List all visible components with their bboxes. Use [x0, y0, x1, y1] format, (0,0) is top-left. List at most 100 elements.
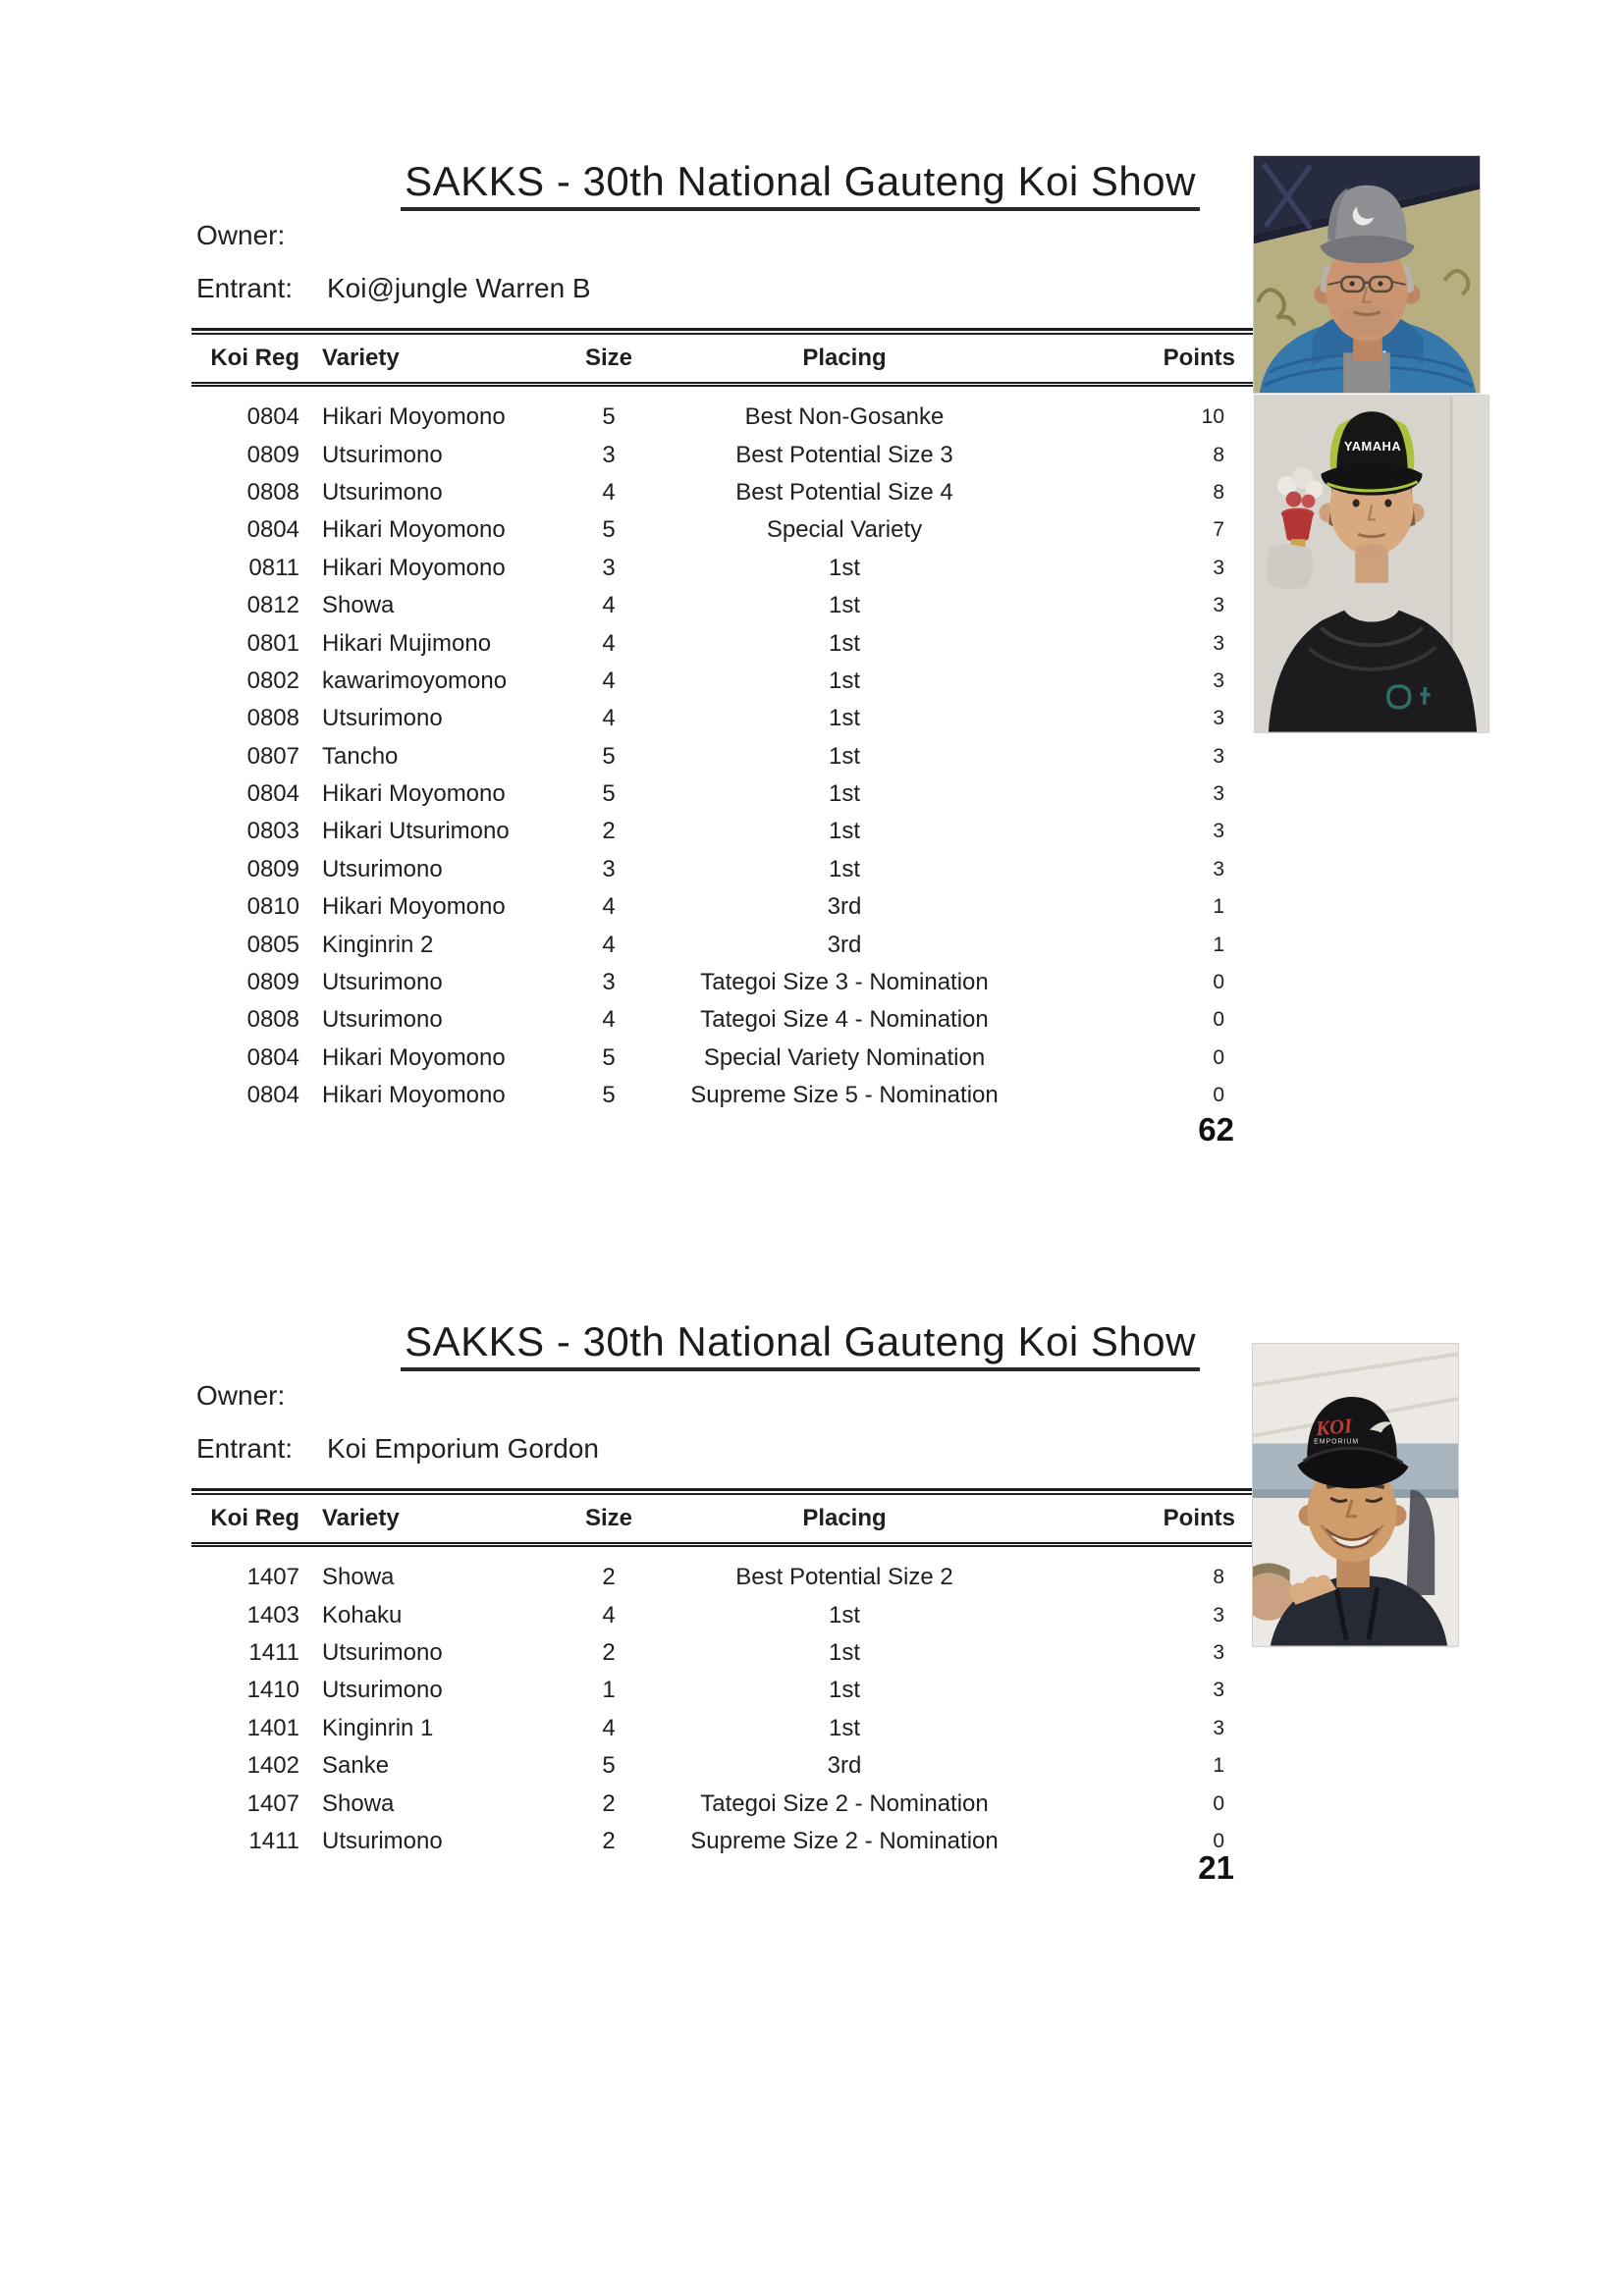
- column-header-size: Size: [584, 1505, 633, 1531]
- table-header-rule: [191, 382, 1260, 387]
- table-row: 0812 Showa 4 1st 3: [191, 587, 1260, 624]
- table-row: 0811 Hikari Moyomono 3 1st 3: [191, 550, 1260, 587]
- cell-koi-reg: 0804: [246, 1082, 299, 1109]
- cell-placing: 3rd: [827, 931, 862, 958]
- cell-placing: Best Non-Gosanke: [744, 403, 945, 431]
- cell-size: 4: [602, 893, 616, 921]
- cap-brand-text: YAMAHA: [1344, 439, 1401, 454]
- cell-koi-reg: 0805: [246, 931, 299, 958]
- table-top-rule: [191, 328, 1260, 335]
- cell-variety: Utsurimono: [322, 1677, 443, 1704]
- cell-size: 5: [602, 780, 616, 808]
- cell-variety: Hikari Moyomono: [322, 516, 506, 544]
- cell-size: 3: [602, 554, 616, 581]
- table-row: 1407 Showa 2 Tategoi Size 2 - Nomination 0: [191, 1785, 1260, 1822]
- column-header-variety: Variety: [322, 1505, 400, 1531]
- table-row: 0809 Utsurimono 3 Tategoi Size 3 - Nominati…: [191, 964, 1260, 1001]
- table-row: 0803 Hikari Utsurimono 2 1st 3: [191, 813, 1260, 850]
- cap-brand-text: KOI: [1314, 1415, 1354, 1440]
- cell-variety: Utsurimono: [322, 969, 443, 996]
- cell-koi-reg: 1403: [246, 1601, 299, 1629]
- table-row: 0805 Kinginrin 2 4 3rd 1: [191, 926, 1260, 963]
- results-table-body: 0804 Hikari Moyomono 5 Best Non-Gosanke 1 0 08…: [191, 399, 1260, 1114]
- table-row: 0810 Hikari Moyomono 4 3rd 1: [191, 888, 1260, 926]
- cell-points: 3: [1213, 556, 1224, 579]
- cell-koi-reg: 1410: [246, 1677, 299, 1704]
- cell-size: 4: [602, 667, 616, 694]
- cell-size: 3: [602, 969, 616, 996]
- cell-points: 3: [1213, 1679, 1224, 1702]
- owner-row: Owner:: [196, 1380, 327, 1412]
- cell-placing: Best Potential Size 2: [735, 1564, 953, 1591]
- cell-placing: 1st: [828, 780, 860, 808]
- report-section-2: SAKKS - 30th National Gauteng Koi Show O…: [0, 1160, 1624, 2296]
- total-points: 62: [1198, 1111, 1234, 1148]
- cell-koi-reg: 1401: [246, 1714, 299, 1741]
- cell-size: 2: [602, 1638, 616, 1666]
- cell-placing: Tategoi Size 3 - Nomination: [700, 969, 989, 996]
- entrant-name: Koi Emporium Gordon: [327, 1433, 600, 1464]
- cell-variety: Showa: [322, 592, 395, 619]
- cell-placing: Best Potential Size 4: [735, 478, 953, 506]
- cell-variety: Hikari Moyomono: [322, 893, 506, 921]
- table-row: 0807 Tancho 5 1st 3: [191, 738, 1260, 775]
- photo-man-gray-cap-illustration: [1254, 156, 1480, 393]
- entrant-row: Entrant: Koi Emporium Gordon: [196, 1433, 599, 1465]
- cell-variety: Hikari Moyomono: [322, 1082, 506, 1109]
- table-row: 0809 Utsurimono 3 Best Potential Size 3 8: [191, 436, 1260, 473]
- cell-size: 5: [602, 1752, 616, 1780]
- cell-koi-reg: 0804: [246, 403, 299, 431]
- owner-label: Owner:: [196, 220, 286, 250]
- cell-size: 5: [602, 742, 616, 770]
- cell-placing: 1st: [828, 554, 860, 581]
- cell-placing: 1st: [828, 742, 860, 770]
- cell-placing: 3rd: [827, 893, 862, 921]
- cell-variety: Showa: [322, 1789, 395, 1817]
- cell-variety: Hikari Utsurimono: [322, 818, 510, 845]
- cell-placing: Special Variety: [766, 516, 923, 544]
- cell-points: 3: [1213, 707, 1224, 730]
- cell-size: 4: [602, 1006, 616, 1034]
- cell-points: 0: [1213, 1045, 1224, 1069]
- column-header-koi-reg: Koi Reg: [210, 1505, 299, 1531]
- cell-koi-reg: 0807: [246, 742, 299, 770]
- cell-koi-reg: 0803: [246, 818, 299, 845]
- cell-koi-reg: 1407: [246, 1789, 299, 1817]
- cell-points: 3: [1213, 744, 1224, 768]
- cell-points: 0: [1213, 1791, 1224, 1815]
- cell-placing: 1st: [828, 1638, 860, 1666]
- cell-size: 4: [602, 705, 616, 732]
- table-row: 0808 Utsurimono 4 Tategoi Size 4 - Nominati…: [191, 1001, 1260, 1039]
- column-header-koi-reg: Koi Reg: [210, 345, 299, 371]
- cell-size: 5: [602, 1043, 616, 1071]
- cell-variety: Utsurimono: [322, 855, 443, 882]
- entrant-photo-warren: [1253, 155, 1481, 394]
- entrant-photo-warren-second: YAMAHA: [1254, 395, 1489, 733]
- cell-points: 3: [1213, 668, 1224, 692]
- entrant-label: Entrant:: [196, 273, 294, 303]
- cell-koi-reg: 0809: [246, 969, 299, 996]
- cell-points: 1: [1213, 895, 1224, 919]
- cell-placing: Tategoi Size 2 - Nomination: [700, 1789, 989, 1817]
- cell-variety: Utsurimono: [322, 705, 443, 732]
- table-row: 1402 Sanke 5 3rd 1: [191, 1747, 1260, 1785]
- table-row: 1411 Utsurimono 2 Supreme Size 2 - Nominati…: [191, 1823, 1260, 1860]
- entrant-label: Entrant:: [196, 1433, 294, 1464]
- cell-size: 2: [602, 1827, 616, 1854]
- cell-size: 5: [602, 403, 616, 431]
- table-row: 0808 Utsurimono 4 1st 3: [191, 700, 1260, 737]
- cell-points: 3: [1213, 1603, 1224, 1627]
- cell-variety: kawarimoyomono: [322, 667, 508, 694]
- cell-points: 1: [1213, 933, 1224, 956]
- cell-size: 2: [602, 818, 616, 845]
- cell-points: 3: [1213, 782, 1224, 806]
- cell-koi-reg: 0812: [246, 592, 299, 619]
- cell-points: 7: [1213, 518, 1224, 542]
- table-row: 0802 kawarimoyomono 4 1st 3: [191, 663, 1260, 700]
- cell-koi-reg: 0804: [246, 780, 299, 808]
- cell-placing: 1st: [828, 667, 860, 694]
- cap-sub-text: EMPORIUM: [1314, 1439, 1359, 1446]
- report-title-wrap: SAKKS - 30th National Gauteng Koi Show: [191, 1319, 1409, 1371]
- cell-placing: 3rd: [827, 1752, 862, 1780]
